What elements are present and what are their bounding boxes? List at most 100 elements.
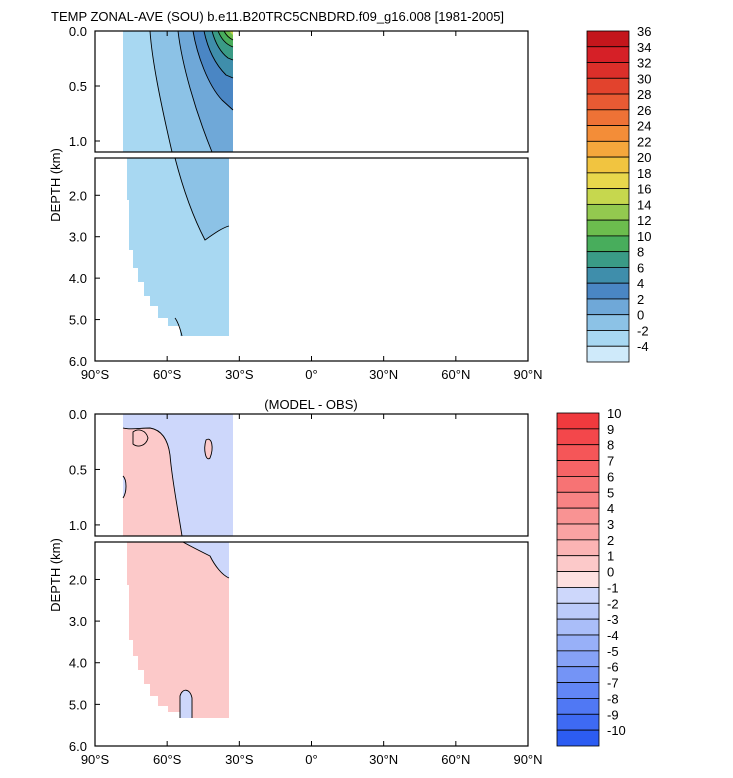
colorbar-swatch (586, 46, 630, 63)
region-level-1 (127, 542, 229, 718)
y-tick-label: 4.0 (69, 271, 87, 286)
region-level-16 (229, 31, 233, 35)
temperature-contour-plot: 90°S 60°S 30°S 0° 30°N 60°N 90°N 0.0 0.5 1.0 2.0 3.… (69, 24, 543, 382)
contour-line (177, 30, 213, 153)
colorbar-swatch (556, 539, 600, 557)
colorbar-label: -1 (607, 580, 619, 595)
colorbar-label: -7 (607, 676, 619, 691)
colorbar-label: 22 (637, 134, 651, 149)
x-tick-label: 30°N (369, 367, 398, 382)
colorbar-swatch (586, 188, 630, 205)
colorbar-label: 4 (607, 501, 614, 516)
contour-line (217, 30, 234, 48)
contour-line (174, 317, 183, 337)
x-tick-label: 60°S (153, 367, 182, 382)
colorbar-label: -3 (607, 612, 619, 627)
colorbar-label: 34 (637, 40, 651, 55)
colorbar-label: 1 (607, 549, 614, 564)
y-tick-label: 3.0 (69, 230, 87, 245)
colorbar-swatch (556, 729, 600, 747)
colorbar-swatch (556, 713, 600, 731)
colorbar-label: 4 (637, 276, 644, 291)
colorbar-label: 24 (637, 119, 651, 134)
colorbar-swatch (586, 314, 630, 331)
colorbar-swatch (556, 682, 600, 699)
x-tick-label: 60°S (153, 752, 182, 767)
y-tick-label: 3.0 (69, 614, 87, 629)
contour-line (132, 429, 149, 447)
x-tick-label: 90°N (513, 752, 542, 767)
y-tick-label: 1.0 (69, 518, 87, 533)
colorbar-swatch (556, 571, 600, 588)
colorbar-swatch (586, 282, 630, 300)
y-tick-label: 2.0 (69, 188, 87, 203)
colorbar-label: -9 (607, 707, 619, 722)
upper-panel-fills (122, 414, 233, 537)
x-tick-label: 30°N (369, 752, 398, 767)
colorbar-swatch (556, 412, 600, 430)
colorbar-label: 5 (607, 485, 614, 500)
colorbar-label: 6 (637, 260, 644, 275)
contour-line (179, 689, 193, 718)
colorbar-label: 10 (637, 229, 651, 244)
difference-chart-title: (MODEL - OBS) (264, 397, 357, 412)
colorbar-label: 0 (607, 565, 614, 580)
colorbar-swatch (586, 330, 630, 347)
x-tick-label: 0° (305, 752, 317, 767)
colorbar-label: 12 (637, 213, 651, 228)
colorbar-swatch (586, 93, 630, 111)
colorbar-swatch (586, 235, 630, 253)
lower-panel-fills (127, 541, 230, 718)
contour-line (203, 30, 234, 79)
y-tick-label: 4.0 (69, 656, 87, 671)
colorbar-label: -4 (637, 339, 649, 354)
colorbar-swatch (586, 125, 630, 142)
x-tick-label: 90°N (513, 367, 542, 382)
colorbar-swatch (556, 698, 600, 715)
contour-line (149, 30, 173, 153)
contour-line (204, 438, 213, 460)
colorbar-swatch (556, 428, 600, 446)
colorbar-label: -6 (607, 660, 619, 675)
axes: 90°S 60°S 30°S 0° 30°N 60°N 90°N 0.0 0.5 1.0 2.0 3.… (69, 24, 543, 382)
x-tick-label: 90°S (81, 752, 110, 767)
colorbar-swatch (556, 618, 600, 636)
colorbar-label: 3 (607, 517, 614, 532)
colorbar-swatch (586, 62, 630, 79)
contour-line (211, 30, 234, 61)
y-tick-label: 2.0 (69, 572, 87, 587)
contour-line (122, 427, 183, 537)
colorbar-swatch (556, 602, 600, 620)
colorbar-label: 9 (607, 422, 614, 437)
colorbar-label: -5 (607, 644, 619, 659)
chart-title: TEMP ZONAL-AVE (SOU) b.e11.B20TRC5CNBDRD… (51, 9, 504, 24)
region-level-14 (224, 31, 233, 40)
colorbar-swatch (556, 523, 600, 541)
colorbar-swatch (586, 156, 630, 174)
difference-contour-plot: 90°S 60°S 30°S 0° 30°N 60°N 90°N 0.0 0.5 1.0 2.0 3.… (69, 407, 543, 767)
colorbar-swatch (556, 444, 600, 461)
contour-line (182, 541, 230, 579)
colorbar-swatch (586, 267, 630, 284)
upper-panel-fills (123, 30, 234, 153)
colorbar-swatch (586, 30, 630, 48)
colorbar-swatch (556, 476, 600, 493)
y-tick-label: 5.0 (69, 697, 87, 712)
colorbar-swatch (586, 345, 630, 363)
region-level-minus-1 (204, 439, 213, 459)
colorbar-swatch (586, 77, 630, 95)
colorbar-swatch (556, 587, 600, 604)
colorbar-label: 10 (607, 406, 621, 421)
colorbar-swatch (556, 507, 600, 525)
colorbar-label: 30 (637, 71, 651, 86)
colorbar-label: 18 (637, 166, 651, 181)
colorbar-swatch (556, 650, 600, 668)
colorbar-swatch (586, 219, 630, 237)
colorbar-label: 16 (637, 182, 651, 197)
colorbar-swatch (586, 298, 630, 316)
y-tick-label: 0.5 (69, 79, 87, 94)
region-level-minus-1 (180, 690, 192, 718)
colorbar-swatch (556, 460, 600, 477)
